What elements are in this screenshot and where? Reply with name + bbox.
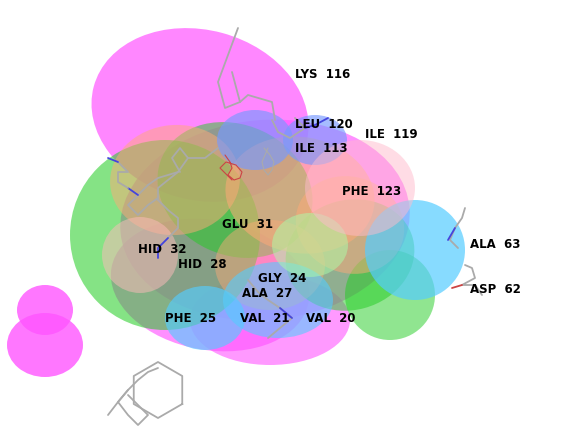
Text: VAL  21: VAL 21 — [240, 312, 290, 325]
Ellipse shape — [165, 286, 245, 350]
Ellipse shape — [157, 122, 312, 258]
Text: GLU  31: GLU 31 — [222, 218, 273, 231]
Ellipse shape — [217, 110, 293, 170]
Ellipse shape — [305, 140, 415, 236]
Ellipse shape — [283, 115, 347, 165]
Ellipse shape — [111, 219, 309, 352]
Ellipse shape — [7, 313, 83, 377]
Text: HID  32: HID 32 — [138, 243, 187, 256]
Ellipse shape — [17, 285, 73, 335]
Text: PHE  25: PHE 25 — [165, 312, 216, 325]
Text: ILE  113: ILE 113 — [295, 142, 347, 155]
Text: LYS  116: LYS 116 — [295, 68, 350, 81]
Ellipse shape — [272, 213, 348, 277]
Ellipse shape — [285, 199, 414, 311]
Text: ALA  63: ALA 63 — [470, 238, 521, 251]
Ellipse shape — [225, 136, 374, 253]
Text: HID  28: HID 28 — [178, 258, 226, 271]
Text: ALA  27: ALA 27 — [242, 287, 292, 300]
Ellipse shape — [223, 262, 333, 338]
Text: PHE  123: PHE 123 — [342, 185, 401, 198]
Ellipse shape — [70, 140, 260, 330]
Ellipse shape — [345, 250, 435, 340]
Ellipse shape — [91, 28, 308, 202]
Ellipse shape — [296, 176, 404, 274]
Ellipse shape — [365, 200, 465, 300]
Text: GLY  24: GLY 24 — [258, 272, 307, 285]
Text: ILE  119: ILE 119 — [365, 128, 418, 141]
Ellipse shape — [110, 125, 240, 235]
Ellipse shape — [190, 275, 350, 365]
Ellipse shape — [121, 120, 410, 320]
Text: VAL  20: VAL 20 — [306, 312, 356, 325]
Text: LEU  120: LEU 120 — [295, 118, 353, 131]
Text: ASP  62: ASP 62 — [470, 283, 521, 296]
Ellipse shape — [215, 220, 325, 310]
Ellipse shape — [102, 217, 178, 293]
